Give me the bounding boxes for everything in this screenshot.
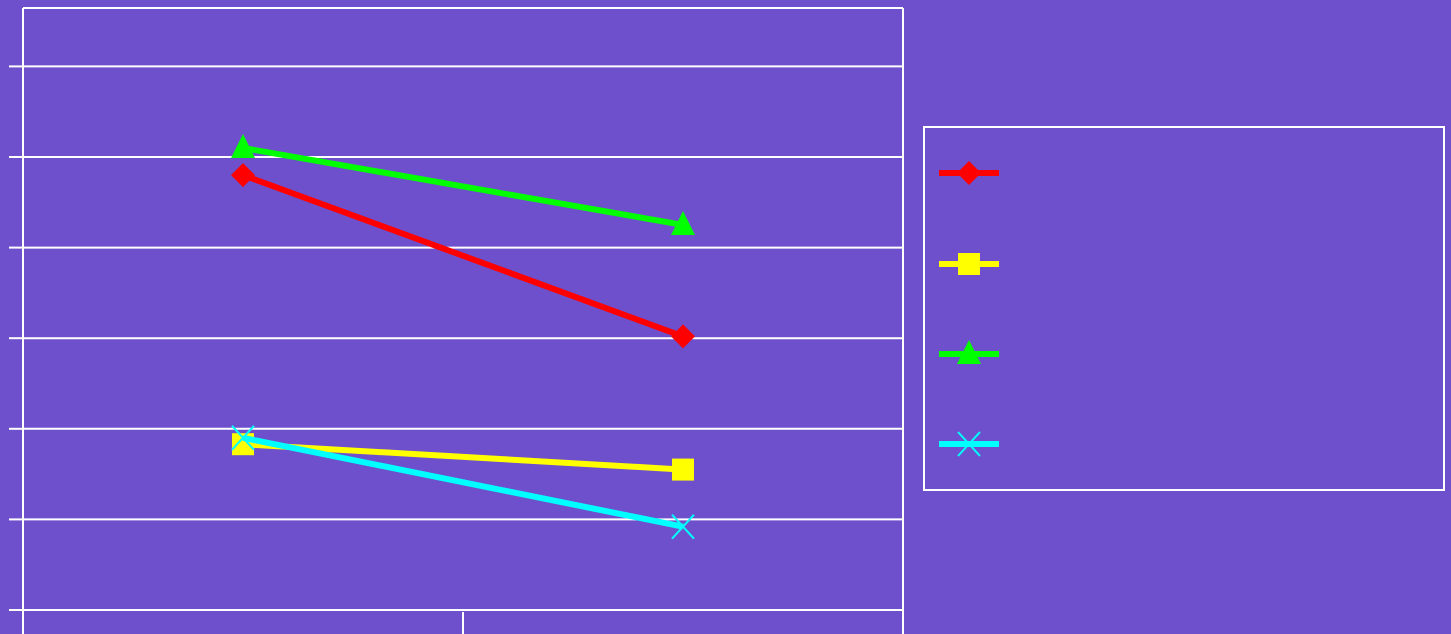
series-3-line [242,144,684,228]
series-4-point-2 [671,513,695,540]
legend-marker-3 [957,340,981,364]
series-4-point-1-stroke-b [231,425,255,451]
series-3-point-1 [231,133,255,158]
series-3-point-2 [671,210,695,235]
legend [923,126,1445,491]
series-1-point-2 [671,324,695,349]
series-2-point-2 [672,458,694,481]
legend-marker-4-stroke-b [957,431,981,457]
series-1-line [241,172,685,340]
legend-marker-1 [957,161,981,185]
series-4-line [242,434,684,530]
series-4-point-1 [231,425,255,451]
legend-marker-4 [957,431,981,457]
series-2-line [242,441,684,473]
series-group [231,133,695,540]
series-4-point-2-stroke-b [671,513,695,540]
legend-marker-2 [958,253,980,275]
gridlines [23,65,903,611]
series-1-point-1 [231,163,255,188]
legend-box [923,126,1445,491]
axes [9,7,904,634]
